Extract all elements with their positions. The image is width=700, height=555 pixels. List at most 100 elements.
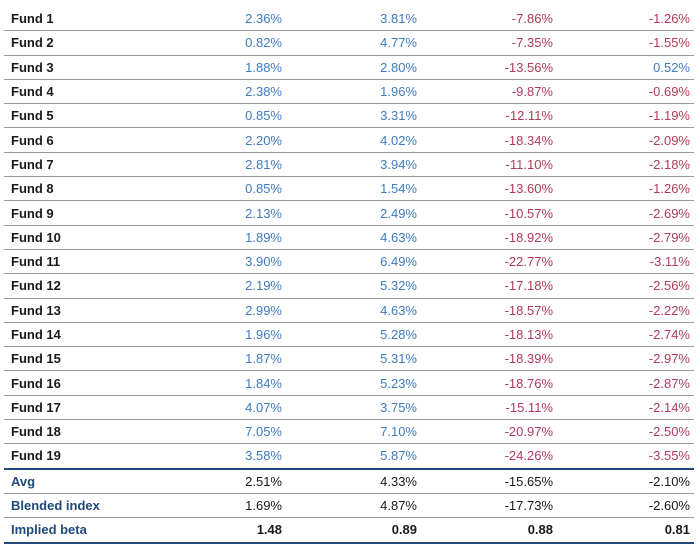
cell-col4: -2.09% bbox=[557, 127, 694, 153]
fund-name: Fund 15 bbox=[4, 346, 151, 372]
cell-col4: -2.60% bbox=[557, 493, 694, 519]
cell-col1: 1.96% bbox=[151, 322, 286, 348]
cell-col1: 0.85% bbox=[151, 176, 286, 202]
fund-name: Fund 11 bbox=[4, 249, 151, 275]
cell-col2: 3.31% bbox=[286, 103, 421, 129]
cell-col1: 1.89% bbox=[151, 225, 286, 250]
cell-col2: 6.49% bbox=[286, 249, 421, 275]
cell-col4: -2.22% bbox=[557, 298, 694, 323]
cell-col4: -1.26% bbox=[557, 7, 694, 32]
fund-name: Fund 6 bbox=[4, 127, 151, 153]
cell-col3: -18.39% bbox=[421, 346, 557, 372]
table-body: Fund 1 2.36% 3.81% -7.86% -1.26% Fund 2 … bbox=[4, 7, 694, 544]
cell-col3: -7.35% bbox=[421, 30, 557, 56]
fund-name: Fund 14 bbox=[4, 322, 151, 348]
table-row: Fund 18 7.05% 7.10% -20.97% -2.50% bbox=[4, 419, 694, 445]
cell-col1: 2.13% bbox=[151, 200, 286, 226]
cell-col4: -2.10% bbox=[557, 468, 694, 494]
cell-col1: 1.87% bbox=[151, 346, 286, 372]
cell-col1: 4.07% bbox=[151, 395, 286, 421]
fund-name: Fund 19 bbox=[4, 443, 151, 470]
cell-col1: 1.69% bbox=[151, 493, 286, 519]
table-row: Fund 13 2.99% 4.63% -18.57% -2.22% bbox=[4, 298, 694, 323]
cell-col3: -18.34% bbox=[421, 127, 557, 153]
cell-col2: 5.28% bbox=[286, 322, 421, 348]
cell-col1: 0.82% bbox=[151, 30, 286, 56]
cell-col2: 4.33% bbox=[286, 468, 421, 494]
beta-col2: 0.89 bbox=[286, 517, 421, 544]
cell-col1: 2.20% bbox=[151, 127, 286, 153]
cell-col2: 3.75% bbox=[286, 395, 421, 421]
cell-col4: -3.55% bbox=[557, 443, 694, 470]
cell-col4: -2.69% bbox=[557, 200, 694, 226]
table-row: Fund 19 3.58% 5.87% -24.26% -3.55% bbox=[4, 443, 694, 470]
fund-returns-table: Fund 1 2.36% 3.81% -7.86% -1.26% Fund 2 … bbox=[4, 7, 694, 544]
fund-name: Fund 17 bbox=[4, 395, 151, 421]
cell-col2: 2.80% bbox=[286, 55, 421, 80]
cell-col4: -1.55% bbox=[557, 30, 694, 56]
fund-name: Fund 9 bbox=[4, 200, 151, 226]
cell-col3: -7.86% bbox=[421, 7, 557, 32]
cell-col3: -13.56% bbox=[421, 55, 557, 80]
fund-name: Fund 7 bbox=[4, 152, 151, 178]
cell-col1: 2.51% bbox=[151, 468, 286, 494]
cell-col2: 1.54% bbox=[286, 176, 421, 202]
fund-name: Fund 16 bbox=[4, 370, 151, 396]
fund-name: Fund 13 bbox=[4, 298, 151, 323]
cell-col3: -17.18% bbox=[421, 273, 557, 299]
table-row: Fund 6 2.20% 4.02% -18.34% -2.09% bbox=[4, 127, 694, 153]
cell-col4: -3.11% bbox=[557, 249, 694, 275]
cell-col3: -18.57% bbox=[421, 298, 557, 323]
table-row: Fund 2 0.82% 4.77% -7.35% -1.55% bbox=[4, 30, 694, 56]
cell-col1: 1.88% bbox=[151, 55, 286, 80]
cell-col3: -9.87% bbox=[421, 79, 557, 105]
cell-col4: -0.69% bbox=[557, 79, 694, 105]
cell-col3: -18.92% bbox=[421, 225, 557, 250]
cell-col4: -2.14% bbox=[557, 395, 694, 421]
cell-col3: -13.60% bbox=[421, 176, 557, 202]
cell-col2: 5.87% bbox=[286, 443, 421, 470]
table-row: Fund 17 4.07% 3.75% -15.11% -2.14% bbox=[4, 395, 694, 421]
cell-col4: -2.18% bbox=[557, 152, 694, 178]
cell-col2: 5.31% bbox=[286, 346, 421, 372]
cell-col3: -15.11% bbox=[421, 395, 557, 421]
fund-name: Fund 8 bbox=[4, 176, 151, 202]
cell-col3: -20.97% bbox=[421, 419, 557, 445]
cell-col4: -2.79% bbox=[557, 225, 694, 250]
cell-col3: -18.13% bbox=[421, 322, 557, 348]
cell-col2: 4.77% bbox=[286, 30, 421, 56]
cell-col4: -2.56% bbox=[557, 273, 694, 299]
fund-name: Fund 1 bbox=[4, 7, 151, 32]
table-row: Fund 16 1.84% 5.23% -18.76% -2.87% bbox=[4, 370, 694, 396]
cell-col4: -2.97% bbox=[557, 346, 694, 372]
table-row: Fund 1 2.36% 3.81% -7.86% -1.26% bbox=[4, 7, 694, 32]
table-row: Fund 8 0.85% 1.54% -13.60% -1.26% bbox=[4, 176, 694, 202]
cell-col1: 3.90% bbox=[151, 249, 286, 275]
cell-col4: 0.52% bbox=[557, 55, 694, 80]
table-row: Fund 15 1.87% 5.31% -18.39% -2.97% bbox=[4, 346, 694, 372]
beta-col3: 0.88 bbox=[421, 517, 557, 544]
fund-name: Fund 12 bbox=[4, 273, 151, 299]
cell-col4: -2.74% bbox=[557, 322, 694, 348]
cell-col2: 4.63% bbox=[286, 298, 421, 323]
cell-col3: -24.26% bbox=[421, 443, 557, 470]
cell-col2: 4.63% bbox=[286, 225, 421, 250]
cell-col2: 5.23% bbox=[286, 370, 421, 396]
fund-name: Fund 5 bbox=[4, 103, 151, 129]
cell-col2: 4.02% bbox=[286, 127, 421, 153]
cell-col3: -17.73% bbox=[421, 493, 557, 519]
cell-col4: -1.26% bbox=[557, 176, 694, 202]
cell-col1: 2.81% bbox=[151, 152, 286, 178]
cell-col1: 2.36% bbox=[151, 7, 286, 32]
cell-col3: -22.77% bbox=[421, 249, 557, 275]
cell-col2: 7.10% bbox=[286, 419, 421, 445]
table-row: Fund 7 2.81% 3.94% -11.10% -2.18% bbox=[4, 152, 694, 178]
fund-name: Fund 2 bbox=[4, 30, 151, 56]
beta-label: Implied beta bbox=[4, 517, 151, 544]
implied-beta-row: Implied beta 1.48 0.89 0.88 0.81 bbox=[4, 517, 694, 544]
fund-name: Fund 3 bbox=[4, 55, 151, 80]
cell-col2: 3.81% bbox=[286, 7, 421, 32]
table-row: Fund 4 2.38% 1.96% -9.87% -0.69% bbox=[4, 79, 694, 105]
cell-col3: -11.10% bbox=[421, 152, 557, 178]
